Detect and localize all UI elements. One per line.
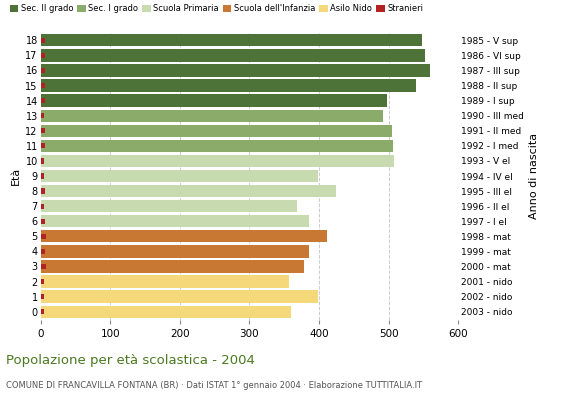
- Y-axis label: Anno di nascita: Anno di nascita: [530, 133, 539, 219]
- Bar: [41, 158, 44, 164]
- Bar: [41, 249, 45, 254]
- Bar: [41, 245, 309, 258]
- Bar: [41, 79, 416, 92]
- Bar: [41, 275, 289, 288]
- Bar: [41, 200, 297, 212]
- Bar: [41, 188, 45, 194]
- Bar: [41, 143, 45, 148]
- Bar: [41, 83, 45, 88]
- Bar: [41, 94, 386, 107]
- Bar: [41, 113, 44, 118]
- Bar: [41, 170, 318, 182]
- Bar: [41, 53, 45, 58]
- Bar: [41, 155, 394, 167]
- Bar: [41, 68, 45, 73]
- Text: COMUNE DI FRANCAVILLA FONTANA (BR) · Dati ISTAT 1° gennaio 2004 · Elaborazione T: COMUNE DI FRANCAVILLA FONTANA (BR) · Dat…: [6, 381, 422, 390]
- Bar: [41, 34, 422, 46]
- Bar: [41, 219, 45, 224]
- Bar: [41, 264, 46, 269]
- Bar: [41, 124, 392, 137]
- Bar: [41, 140, 393, 152]
- Bar: [41, 38, 45, 43]
- Bar: [41, 64, 430, 77]
- Bar: [41, 234, 46, 239]
- Bar: [41, 185, 336, 197]
- Bar: [41, 49, 425, 62]
- Bar: [41, 230, 327, 242]
- Bar: [41, 290, 318, 303]
- Legend: Sec. II grado, Sec. I grado, Scuola Primaria, Scuola dell'Infanzia, Asilo Nido, : Sec. II grado, Sec. I grado, Scuola Prim…: [10, 4, 423, 13]
- Bar: [41, 260, 304, 273]
- Y-axis label: Età: Età: [11, 167, 21, 185]
- Bar: [41, 204, 44, 209]
- Bar: [41, 309, 44, 314]
- Text: Popolazione per età scolastica - 2004: Popolazione per età scolastica - 2004: [6, 354, 255, 367]
- Bar: [41, 128, 45, 133]
- Bar: [41, 98, 45, 103]
- Bar: [41, 306, 291, 318]
- Bar: [41, 215, 309, 228]
- Bar: [41, 279, 44, 284]
- Bar: [41, 294, 44, 299]
- Bar: [41, 110, 383, 122]
- Bar: [41, 174, 44, 178]
